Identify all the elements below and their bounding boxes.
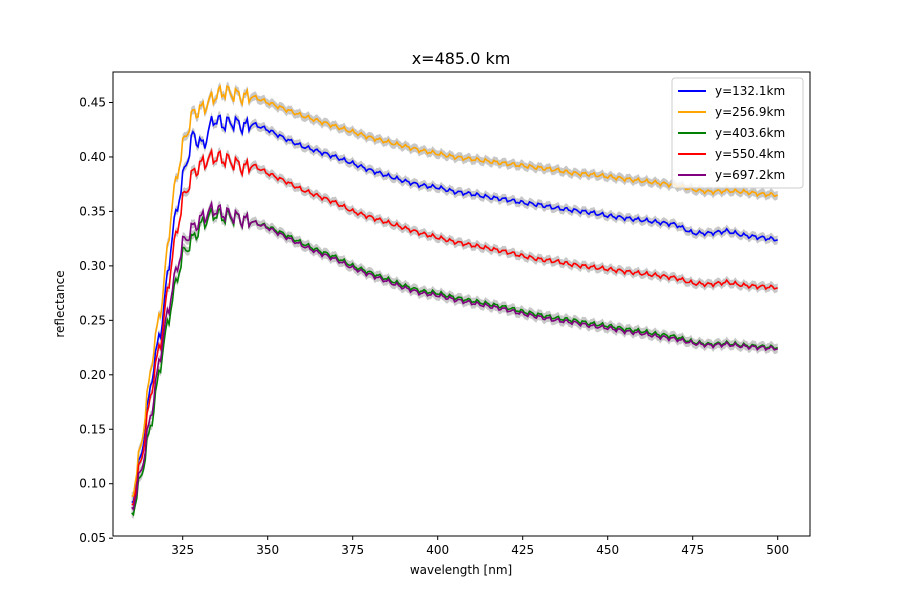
series-lines [131, 84, 779, 517]
x-tick-label: 450 [596, 543, 619, 557]
x-tick-label: 375 [341, 543, 364, 557]
y-tick-label: 0.10 [79, 477, 106, 491]
uncertainty-band [131, 111, 778, 507]
y-tick-label: 0.35 [79, 204, 106, 218]
uncertainty-band [131, 146, 778, 510]
series-line [131, 200, 779, 512]
y-tick-label: 0.30 [79, 259, 106, 273]
y-tick-label: 0.20 [79, 368, 106, 382]
x-tick-label: 425 [511, 543, 534, 557]
uncertainty-band [131, 203, 778, 520]
chart-title: x=485.0 km [412, 49, 511, 68]
y-tick-label: 0.05 [79, 531, 106, 545]
series-line [131, 84, 779, 498]
legend-label: y=697.2km [715, 168, 785, 182]
series-line [131, 114, 779, 503]
series-line [131, 147, 779, 506]
y-tick-label: 0.25 [79, 313, 106, 327]
x-axis-label: wavelength [nm] [410, 563, 512, 577]
y-tick-label: 0.15 [79, 422, 106, 436]
legend-label: y=550.4km [715, 147, 785, 161]
x-tick-label: 400 [426, 543, 449, 557]
x-tick-label: 475 [681, 543, 704, 557]
legend-label: y=132.1km [715, 84, 785, 98]
legend-label: y=403.6km [715, 126, 785, 140]
x-tick-label: 325 [171, 543, 194, 557]
x-tick-label: 500 [766, 543, 789, 557]
x-axis-ticks: 325 350 375 400 425 450 475 500 [171, 536, 789, 557]
y-tick-label: 0.45 [79, 95, 106, 109]
legend: y=132.1km y=256.9km y=403.6km y=550.4km y=69… [671, 77, 804, 189]
legend-box [671, 77, 804, 189]
y-axis-ticks: 0.05 0.10 0.15 0.20 0.25 0.30 0.35 0.40 0.45 [79, 95, 113, 545]
legend-label: y=256.9km [715, 105, 785, 119]
series-line [131, 207, 779, 517]
plot-frame [112, 71, 811, 537]
y-axis-label: reflectance [53, 270, 67, 337]
y-tick-label: 0.40 [79, 150, 106, 164]
x-tick-label: 350 [256, 543, 279, 557]
